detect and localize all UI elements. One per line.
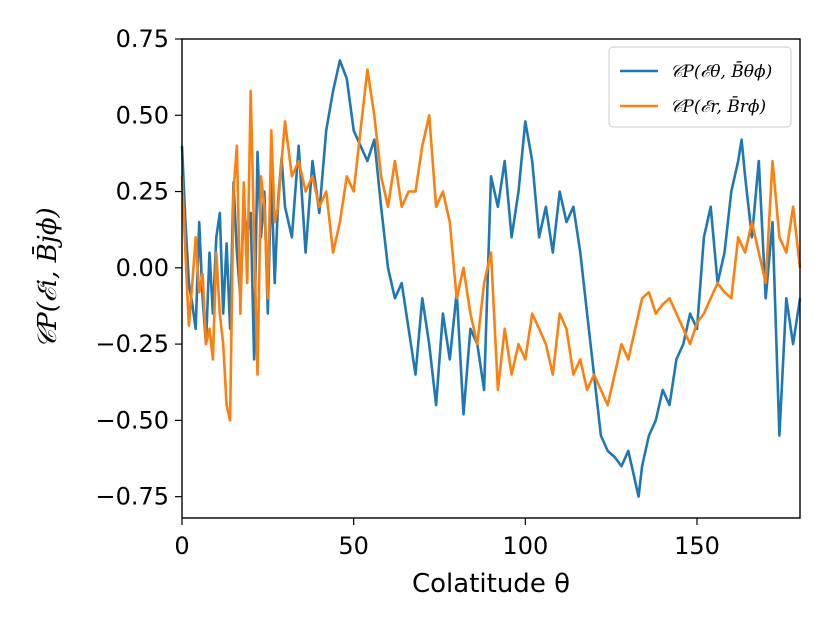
y-tick-label: 0.50	[116, 101, 169, 129]
y-tick-label: −0.75	[95, 483, 169, 511]
legend: 𝒞P(ℰθ, B̄θϕ) 𝒞P(ℰr, B̄rϕ)	[608, 46, 792, 128]
legend-label-theta: 𝒞P(ℰθ, B̄θϕ)	[670, 60, 772, 82]
x-tick-label: 0	[174, 532, 189, 560]
axis-ticks: 0 50 100 150 0.75 0.50 0.25 0.00 −0.25 −0.50 −0.75	[95, 25, 719, 560]
plot-frame	[181, 38, 801, 519]
x-axis-label: Colatitude θ	[412, 569, 570, 599]
y-tick-label: 0.25	[116, 178, 169, 206]
y-tick-label: −0.25	[95, 330, 169, 358]
y-tick-label: −0.50	[95, 406, 169, 434]
x-tick-label: 100	[502, 532, 548, 560]
plot-lines	[180, 59, 802, 498]
y-tick-label: 0.00	[116, 254, 169, 282]
y-tick-label: 0.75	[116, 25, 169, 53]
x-tick-label: 150	[674, 532, 720, 560]
x-tick-label: 50	[338, 532, 369, 560]
y-axis-label: 𝒞P(ℰi, B̄jϕ)	[31, 207, 63, 348]
series-line-r	[180, 68, 802, 422]
legend-label-r: 𝒞P(ℰr, B̄rϕ)	[670, 95, 766, 117]
